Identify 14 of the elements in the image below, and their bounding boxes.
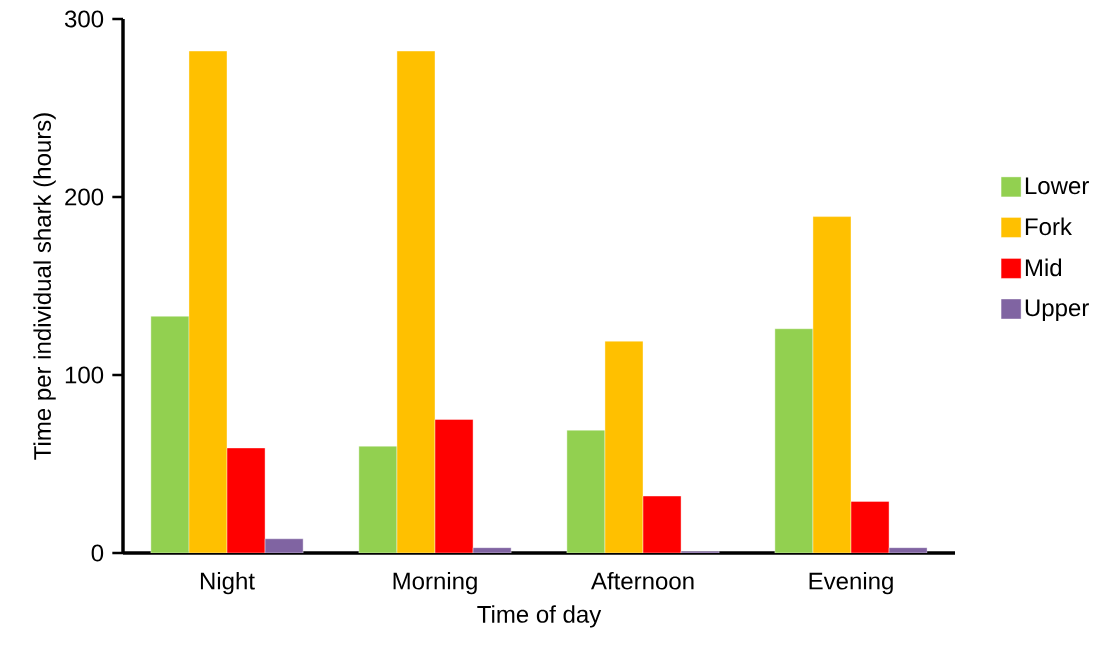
y-axis-title: Time per individual shark (hours): [33, 113, 56, 460]
x-tick-label: Night: [200, 571, 255, 595]
legend-label: Lower: [1025, 177, 1089, 195]
x-tick-label: Morning: [393, 571, 477, 595]
y-tick-label: 200: [65, 188, 104, 206]
x-axis-title: Time of day: [477, 605, 602, 628]
legend-label: Upper: [1025, 299, 1089, 322]
x-tick-label: Afternoon: [591, 571, 694, 590]
y-tick-label: 300: [64, 10, 104, 28]
legend-label: Mid: [1025, 258, 1062, 277]
legend-label: Fork: [1025, 217, 1072, 236]
x-tick-label: Evening: [809, 571, 893, 595]
y-tick-label: 0: [91, 544, 104, 562]
y-tick-label: 100: [65, 366, 104, 384]
